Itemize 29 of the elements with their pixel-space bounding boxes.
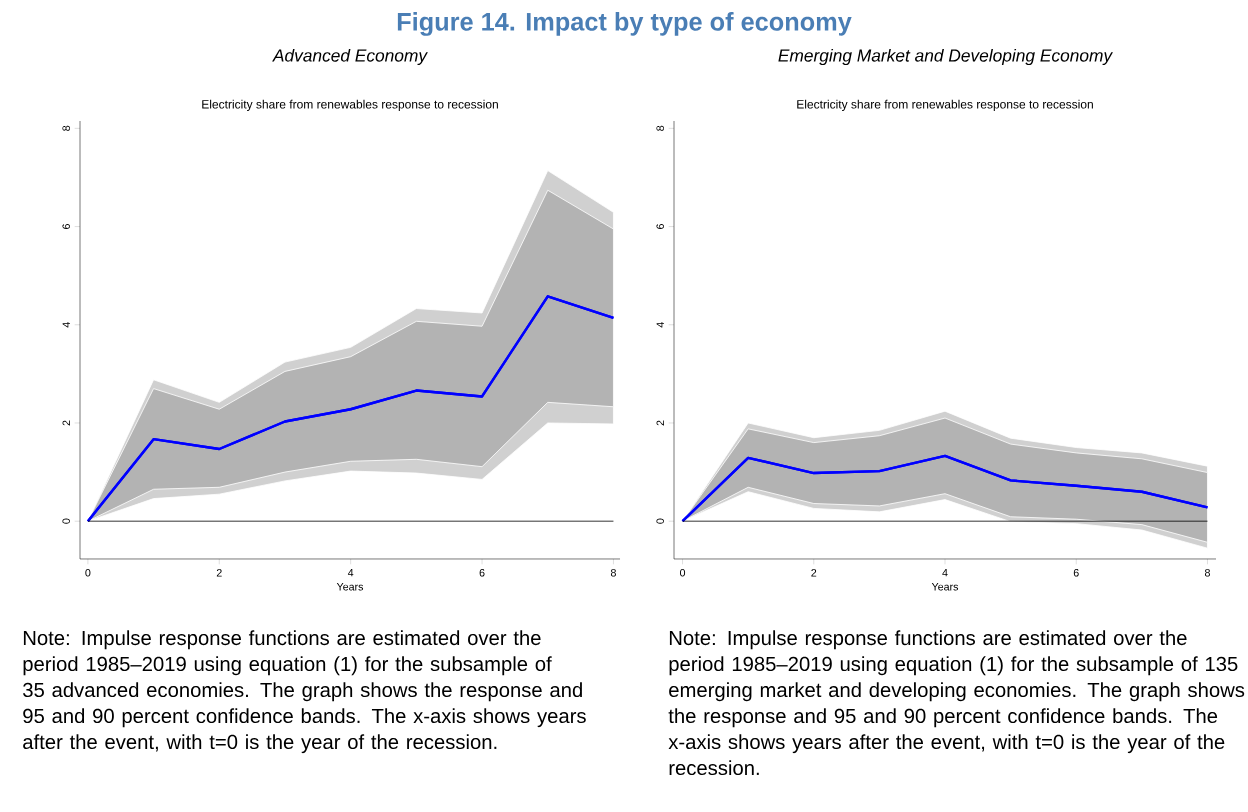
y-tick-label: 4 <box>62 322 70 328</box>
x-tick-label: 2 <box>811 569 817 577</box>
x-tick-label: 6 <box>1073 569 1079 577</box>
chart-title: Electricity share from renewables response to recession <box>797 99 1093 111</box>
x-tick-label: 2 <box>216 569 222 577</box>
y-tick-label: 0 <box>62 518 70 524</box>
x-tick-label: 0 <box>85 569 91 577</box>
y-tick-label: 2 <box>656 420 664 426</box>
chart-subtitle: Advanced Economy <box>272 48 428 66</box>
text: Note: Impulse response functions are estimated over the period 1985–2019 using equation (1) for the subsample of 135 emerging market and developing economies. The graph shows the response and 95 and 90 percent confidence bands. The x-axis shows years after the event, with t=0 is the year of the recession. <box>668 630 1245 776</box>
chart-subtitle: Emerging Market and Developing Economy <box>778 48 1113 66</box>
chart-title: Electricity share from renewables response to recession <box>202 99 498 111</box>
y-tick-label: 6 <box>656 224 664 229</box>
caption: Figure 14. Impact by type of economy <box>397 12 852 36</box>
x-axis-title: Years <box>336 583 364 591</box>
y-tick-label: 4 <box>656 322 664 328</box>
y-tick-label: 0 <box>656 518 664 524</box>
x-tick-label: 6 <box>479 569 485 577</box>
y-tick-label: 8 <box>62 125 70 131</box>
x-tick-label: 8 <box>1204 569 1210 577</box>
x-tick-label: 4 <box>942 569 948 577</box>
y-tick-label: 2 <box>62 420 70 426</box>
x-tick-label: 8 <box>610 569 616 577</box>
x-tick-label: 0 <box>679 569 686 577</box>
x-axis-title: Years <box>931 583 959 591</box>
y-tick-label: 8 <box>656 125 664 131</box>
y-tick-label: 6 <box>62 224 70 229</box>
text: Note: Impulse response functions are estimated over the period 1985–2019 using equation (1) for the subsample of 35 advanced economies. The graph shows the response and 95 and 90 percent confidence bands. The x-axis shows years after the event, with t=0 is the year of the recession. <box>23 630 586 754</box>
x-tick-label: 4 <box>347 569 354 577</box>
